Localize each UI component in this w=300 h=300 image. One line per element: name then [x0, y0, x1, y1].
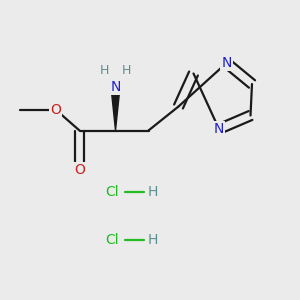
Text: H: H: [148, 185, 158, 199]
Text: N: N: [214, 122, 224, 136]
Text: N: N: [221, 56, 232, 70]
Text: H: H: [122, 64, 131, 77]
Text: O: O: [50, 103, 61, 116]
Text: N: N: [110, 80, 121, 94]
Text: Cl: Cl: [106, 233, 119, 247]
Text: H: H: [100, 64, 109, 77]
Polygon shape: [111, 87, 120, 130]
Text: O: O: [74, 163, 85, 176]
Text: H: H: [148, 233, 158, 247]
Text: Cl: Cl: [106, 185, 119, 199]
